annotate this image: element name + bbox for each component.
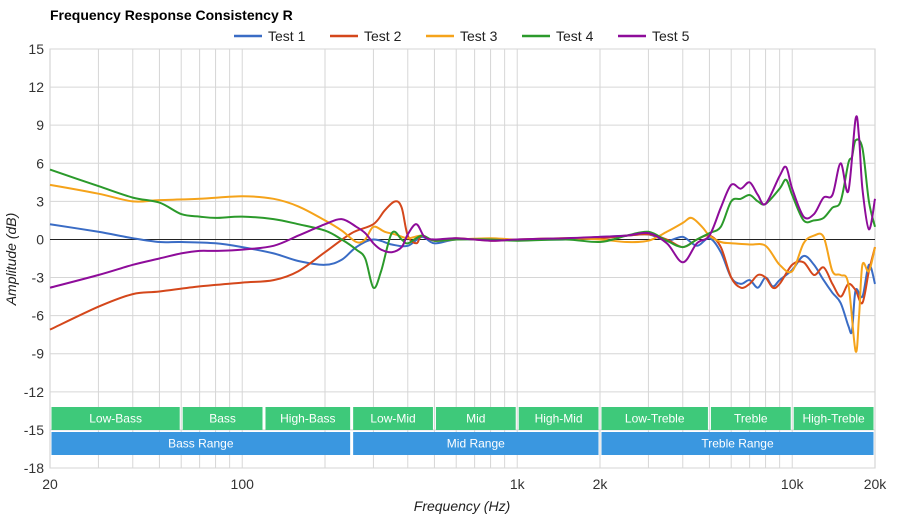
y-tick-label: 9: [36, 117, 44, 133]
sub-band-label: Treble: [734, 412, 768, 426]
y-tick-label: 3: [36, 193, 44, 209]
x-tick-label: 20k: [864, 476, 888, 492]
sub-band-label: Mid: [466, 412, 485, 426]
sub-band-label: High-Bass: [280, 412, 335, 426]
x-tick-label: 100: [231, 476, 255, 492]
y-tick-label: 6: [36, 155, 44, 171]
series-line-test-5: [49, 115, 876, 289]
sub-band-label: Low-Bass: [89, 412, 142, 426]
sub-band: [353, 407, 433, 430]
sub-band-label: Low-Treble: [625, 412, 685, 426]
series-lines: [49, 115, 876, 353]
y-tick-label: -15: [24, 422, 44, 438]
sub-band: [265, 407, 351, 430]
series-line-test-3: [49, 183, 876, 353]
y-tick-label: -12: [24, 384, 44, 400]
x-tick-label: 1k: [510, 476, 526, 492]
y-tick-label: -6: [32, 308, 45, 324]
legend-label: Test 4: [556, 28, 594, 44]
y-tick-label: 12: [28, 79, 44, 95]
y-tick-label: -9: [32, 346, 45, 362]
series-line-test-4: [49, 138, 876, 289]
sub-band-label: Low-Mid: [370, 412, 415, 426]
x-axis-ticks: 20 100 1k 2k 10k 20k: [42, 476, 887, 492]
chart-title: Frequency Response Consistency R: [50, 7, 293, 23]
y-axis-ticks: -18 -15 -12 -9 -6 -3 0 3 6 9 12 15: [24, 41, 44, 476]
y-axis-title: Amplitude (dB): [3, 213, 19, 307]
sub-band-label: High-Mid: [535, 412, 583, 426]
legend-label: Test 1: [268, 28, 306, 44]
sub-band: [435, 407, 516, 430]
range-band-label: Treble Range: [701, 437, 774, 451]
legend-label: Test 5: [652, 28, 690, 44]
legend-label: Test 2: [364, 28, 402, 44]
sub-band: [182, 407, 263, 430]
frequency-bands: Low-Bass Bass High-Bass Low-Mid Mid High-Mid L…: [51, 407, 874, 455]
sub-band-label: Bass: [209, 412, 236, 426]
x-tick-label: 10k: [781, 476, 805, 492]
range-band: [601, 432, 874, 455]
legend: Test 1 Test 2 Test 3 Test 4 Test 5: [234, 28, 690, 44]
y-tick-label: 0: [36, 231, 44, 247]
x-tick-label: 2k: [593, 476, 609, 492]
range-band: [51, 432, 351, 455]
plot-area: [49, 48, 876, 469]
range-band: [353, 432, 599, 455]
sub-band-label: High-Treble: [802, 412, 865, 426]
sub-band: [601, 407, 708, 430]
legend-label: Test 3: [460, 28, 498, 44]
grid: [49, 48, 876, 469]
range-band-label: Mid Range: [447, 437, 505, 451]
y-tick-label: -18: [24, 460, 44, 476]
sub-band: [793, 407, 874, 430]
x-axis-title: Frequency (Hz): [414, 498, 510, 514]
sub-band: [710, 407, 791, 430]
sub-band: [518, 407, 599, 430]
x-tick-label: 20: [42, 476, 58, 492]
sub-band: [51, 407, 180, 430]
range-band-label: Bass Range: [168, 437, 234, 451]
y-tick-label: 15: [28, 41, 44, 57]
y-tick-label: -3: [32, 270, 45, 286]
